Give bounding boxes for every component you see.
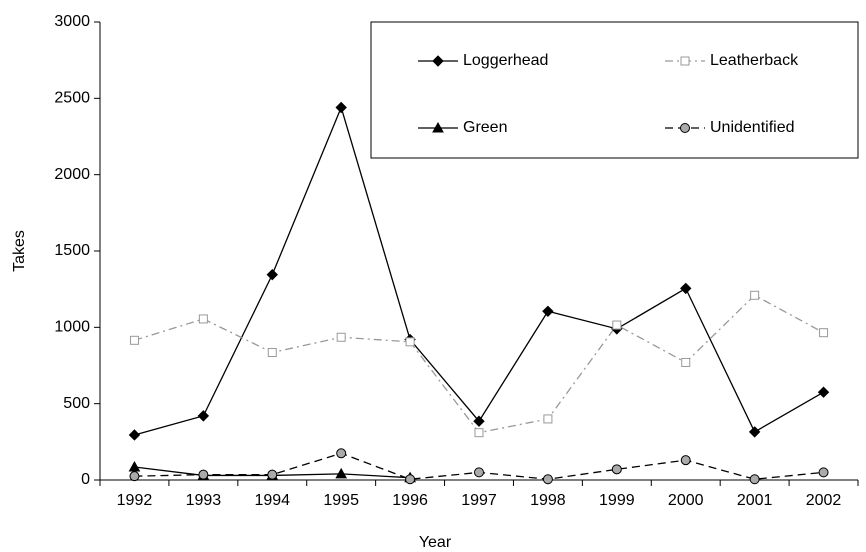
data-point: [129, 335, 139, 345]
data-point: [474, 467, 484, 478]
x-tick-label: 1992: [117, 492, 153, 509]
y-tick-label: 3000: [54, 13, 90, 30]
data-point: [612, 320, 622, 330]
data-point: [542, 474, 553, 485]
data-point: [819, 328, 829, 338]
legend-marker: [680, 56, 690, 66]
y-tick-label: 2500: [54, 90, 90, 107]
data-point: [474, 428, 484, 438]
legend-box: [370, 21, 859, 159]
y-tick-label: 0: [81, 471, 90, 488]
data-point: [128, 460, 141, 472]
legend-label: Leatherback: [710, 52, 799, 69]
x-tick-label: 1998: [530, 492, 566, 509]
data-point: [542, 305, 554, 318]
x-tick-label: 1999: [599, 492, 635, 509]
x-tick-label: 2002: [806, 492, 842, 509]
y-tick-label: 2000: [54, 166, 90, 183]
data-point: [336, 448, 347, 459]
y-tick-label: 1500: [54, 242, 90, 259]
data-point: [681, 357, 691, 367]
legend-marker: [680, 123, 690, 133]
data-point: [198, 314, 208, 324]
data-point: [335, 467, 348, 479]
x-tick-label: 1996: [392, 492, 428, 509]
data-point: [680, 455, 691, 466]
data-point: [817, 386, 830, 398]
y-axis-label: Takes: [11, 230, 28, 272]
data-point: [267, 348, 277, 358]
data-point: [128, 429, 141, 441]
data-point: [543, 414, 553, 424]
data-point: [750, 290, 760, 300]
series-line: [134, 294, 824, 434]
data-point: [197, 410, 210, 422]
data-point: [405, 337, 415, 347]
data-point: [267, 469, 278, 480]
legend-label: Unidentified: [710, 119, 795, 136]
y-tick-label: 500: [63, 395, 90, 412]
data-point: [266, 268, 278, 281]
data-point: [335, 101, 347, 114]
data-point: [198, 469, 209, 480]
legend-marker: [432, 55, 444, 67]
x-axis-label: Year: [419, 534, 452, 551]
x-tick-label: 1995: [323, 492, 359, 509]
data-point: [680, 282, 692, 295]
x-tick-label: 1993: [186, 492, 222, 509]
data-point: [749, 474, 760, 485]
legend-label: Loggerhead: [463, 52, 548, 69]
x-tick-label: 2001: [737, 492, 773, 509]
data-point: [336, 332, 346, 342]
x-tick-label: 1994: [254, 492, 290, 509]
legend-marker: [432, 121, 444, 133]
data-point: [748, 426, 761, 438]
data-point: [405, 474, 416, 485]
data-point: [129, 471, 140, 482]
data-point: [611, 464, 622, 475]
y-tick-label: 1000: [54, 319, 90, 336]
x-tick-label: 1997: [461, 492, 497, 509]
legend-label: Green: [463, 119, 507, 136]
data-point: [818, 467, 829, 478]
data-point: [473, 415, 485, 427]
x-tick-label: 2000: [668, 492, 704, 509]
